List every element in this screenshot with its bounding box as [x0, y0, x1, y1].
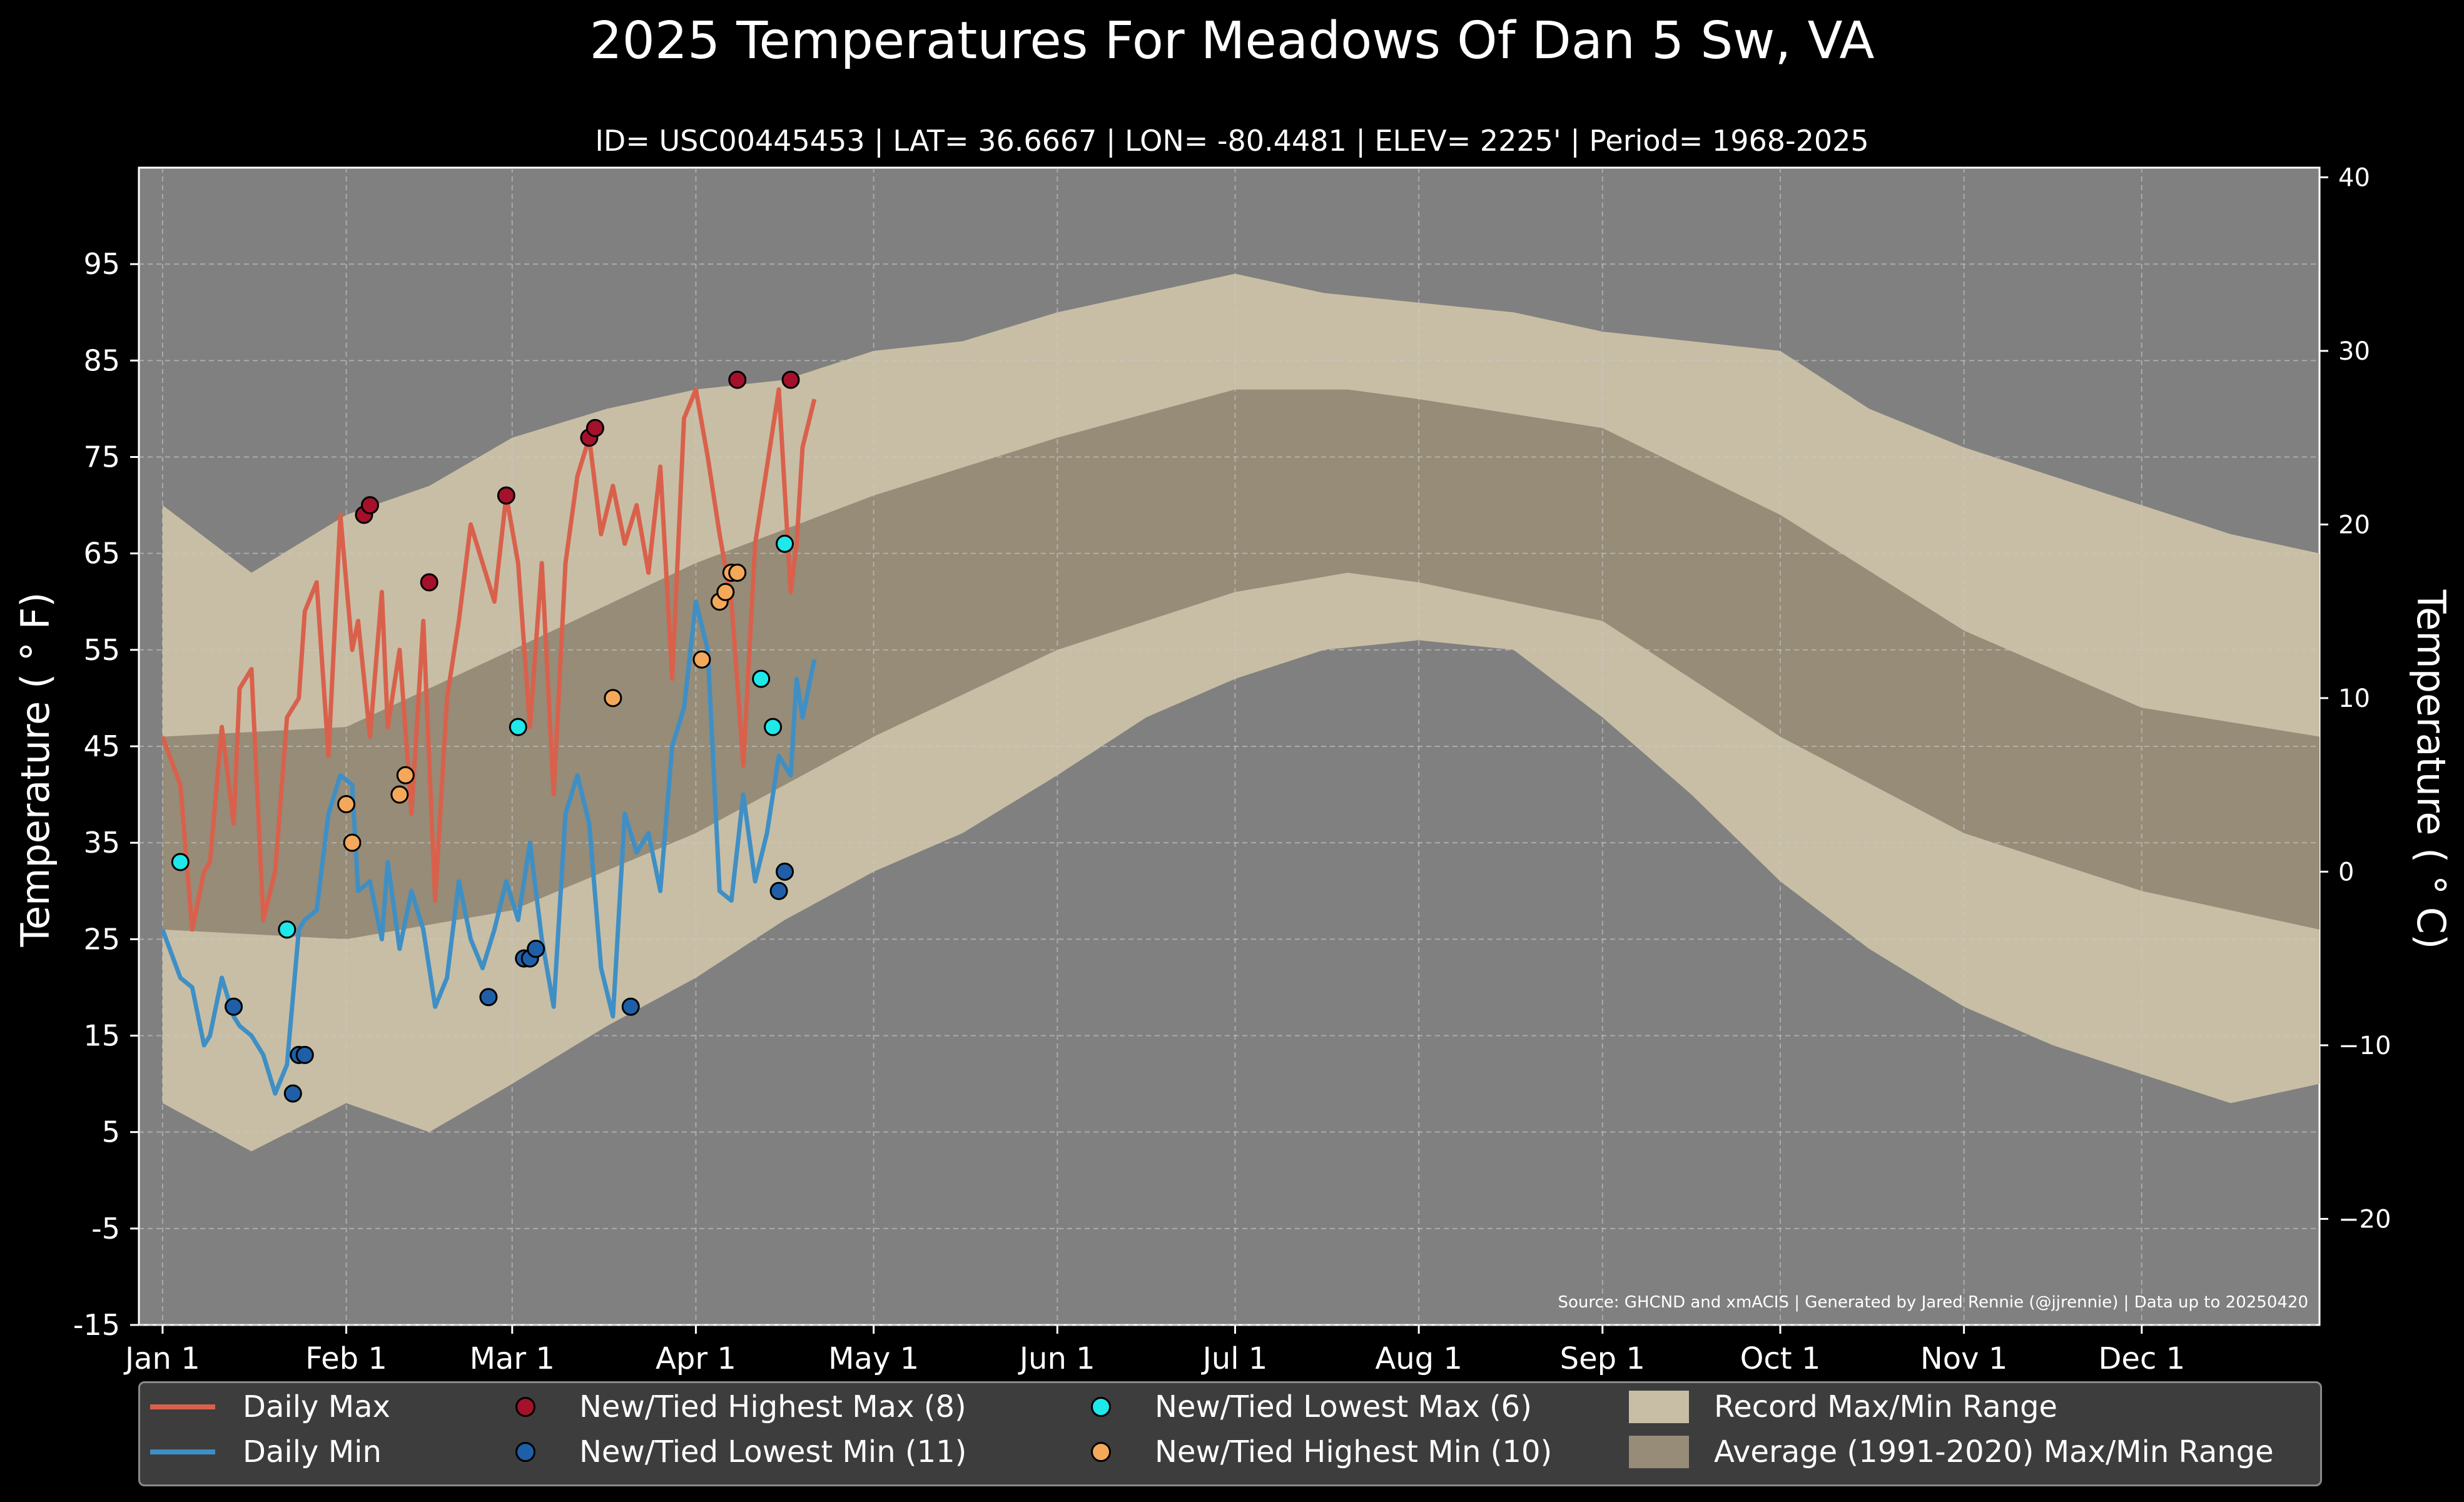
- legend-swatch: [150, 1449, 215, 1454]
- new-high-max-marker: [586, 419, 604, 437]
- x-tick-label: Dec 1: [2098, 1341, 2185, 1376]
- y-tick-label-f: 35: [83, 826, 120, 860]
- x-tick-label: Jun 1: [1018, 1341, 1095, 1376]
- new-high-min-marker: [390, 785, 409, 804]
- x-tick-label: May 1: [828, 1341, 919, 1376]
- legend-item-new-low-min: New/Tied Lowest Min (11): [490, 1434, 966, 1469]
- new-high-max-marker: [497, 486, 515, 505]
- y-tick-label-c: −10: [2338, 1032, 2391, 1060]
- legend-swatch: [1629, 1436, 1689, 1468]
- new-low-min-marker: [527, 940, 545, 958]
- new-high-max-marker: [728, 370, 747, 389]
- x-tick-label: Feb 1: [305, 1341, 387, 1376]
- legend-item-new-high-max: New/Tied Highest Max (8): [490, 1389, 966, 1424]
- y-tick-label-f: 5: [102, 1115, 120, 1149]
- legend-label: New/Tied Lowest Max (6): [1155, 1389, 1532, 1424]
- legend-swatch: [1091, 1397, 1111, 1417]
- new-low-min-marker: [769, 881, 788, 900]
- legend-label: Record Max/Min Range: [1714, 1389, 2058, 1424]
- x-tick-label: Aug 1: [1375, 1341, 1463, 1376]
- y-tick-label-c: 10: [2338, 684, 2370, 713]
- y-tick-label-f: 25: [83, 922, 120, 956]
- legend-item-daily-min: Daily Min: [150, 1434, 382, 1469]
- new-low-max-marker: [776, 534, 794, 553]
- new-high-min-marker: [728, 564, 747, 582]
- new-low-max-marker: [171, 853, 190, 871]
- y-tick-label-c: 40: [2338, 163, 2370, 192]
- new-low-max-marker: [752, 669, 771, 688]
- new-high-max-marker: [781, 370, 800, 389]
- legend-item-new-low-max: New/Tied Lowest Max (6): [1066, 1389, 1532, 1424]
- chart-title: 2025 Temperatures For Meadows Of Dan 5 S…: [589, 11, 1875, 71]
- legend-swatch: [1629, 1391, 1689, 1423]
- y-tick-label-c: −20: [2338, 1205, 2391, 1234]
- y-tick-label-c: 20: [2338, 510, 2370, 539]
- new-high-min-marker: [337, 795, 356, 813]
- chart-legend: Daily Max Daily Min New/Tied Highest Max (…: [138, 1381, 2322, 1486]
- legend-swatch: [150, 1404, 215, 1409]
- legend-swatch: [515, 1442, 535, 1462]
- legend-label: Average (1991-2020) Max/Min Range: [1714, 1434, 2274, 1469]
- legend-label: New/Tied Highest Max (8): [579, 1389, 966, 1424]
- x-tick-label: Oct 1: [1740, 1341, 1821, 1376]
- y-axis-label-right: Temperature ( ° C): [2408, 589, 2454, 950]
- legend-item-new-high-min: New/Tied Highest Min (10): [1066, 1434, 1552, 1469]
- new-low-min-marker: [776, 862, 794, 881]
- legend-swatch: [515, 1397, 535, 1417]
- y-axis-label-left: Temperature ( ° F): [13, 592, 58, 948]
- y-tick-label-f: -5: [91, 1212, 120, 1246]
- legend-item-daily-max: Daily Max: [150, 1389, 390, 1424]
- new-high-min-marker: [343, 833, 362, 852]
- y-tick-label-f: 55: [83, 633, 120, 667]
- new-high-min-marker: [716, 582, 735, 601]
- x-tick-label: Sep 1: [1560, 1341, 1645, 1376]
- new-high-min-marker: [692, 650, 711, 669]
- daily-min-line: [160, 599, 817, 1096]
- new-high-min-marker: [396, 766, 415, 784]
- legend-label: Daily Min: [243, 1434, 382, 1469]
- x-tick-label: Mar 1: [470, 1341, 555, 1376]
- new-low-max-marker: [509, 718, 527, 736]
- y-tick-label-f: 65: [83, 537, 120, 571]
- new-low-max-marker: [278, 920, 297, 939]
- new-low-min-marker: [283, 1084, 302, 1103]
- legend-label: New/Tied Highest Min (10): [1155, 1434, 1553, 1469]
- y-tick-label-f: 45: [83, 729, 120, 763]
- legend-item-normal-range: Average (1991-2020) Max/Min Range: [1629, 1434, 2274, 1469]
- new-high-max-marker: [420, 573, 439, 592]
- new-low-min-marker: [295, 1045, 314, 1064]
- legend-item-record-range: Record Max/Min Range: [1629, 1389, 2057, 1424]
- new-high-max-marker: [360, 496, 379, 515]
- x-tick-label: Nov 1: [1920, 1341, 2007, 1376]
- y-tick-label-c: 30: [2338, 337, 2370, 366]
- x-tick-label: Jan 1: [123, 1341, 200, 1376]
- x-tick-label: Apr 1: [656, 1341, 736, 1376]
- new-low-min-marker: [621, 997, 640, 1016]
- legend-label: Daily Max: [243, 1389, 390, 1424]
- y-tick-label-f: -15: [73, 1308, 120, 1342]
- y-tick-label-f: 15: [83, 1019, 120, 1053]
- new-low-min-marker: [225, 997, 243, 1016]
- y-tick-label-c: 0: [2338, 858, 2354, 886]
- new-low-max-marker: [764, 718, 783, 736]
- daily-max-line: [160, 387, 817, 932]
- legend-label: New/Tied Lowest Min (11): [579, 1434, 967, 1469]
- y-tick-label-f: 75: [83, 440, 120, 474]
- chart-subtitle: ID= USC00445453 | LAT= 36.6667 | LON= -8…: [595, 124, 1869, 158]
- y-tick-label-f: 85: [83, 343, 120, 377]
- y-tick-label-f: 95: [83, 247, 120, 281]
- x-tick-label: Jul 1: [1201, 1341, 1268, 1376]
- new-high-min-marker: [604, 689, 622, 708]
- source-note: Source: GHCND and xmACIS | Generated by …: [1558, 1293, 2308, 1312]
- legend-swatch: [1091, 1442, 1111, 1462]
- new-low-min-marker: [479, 988, 498, 1007]
